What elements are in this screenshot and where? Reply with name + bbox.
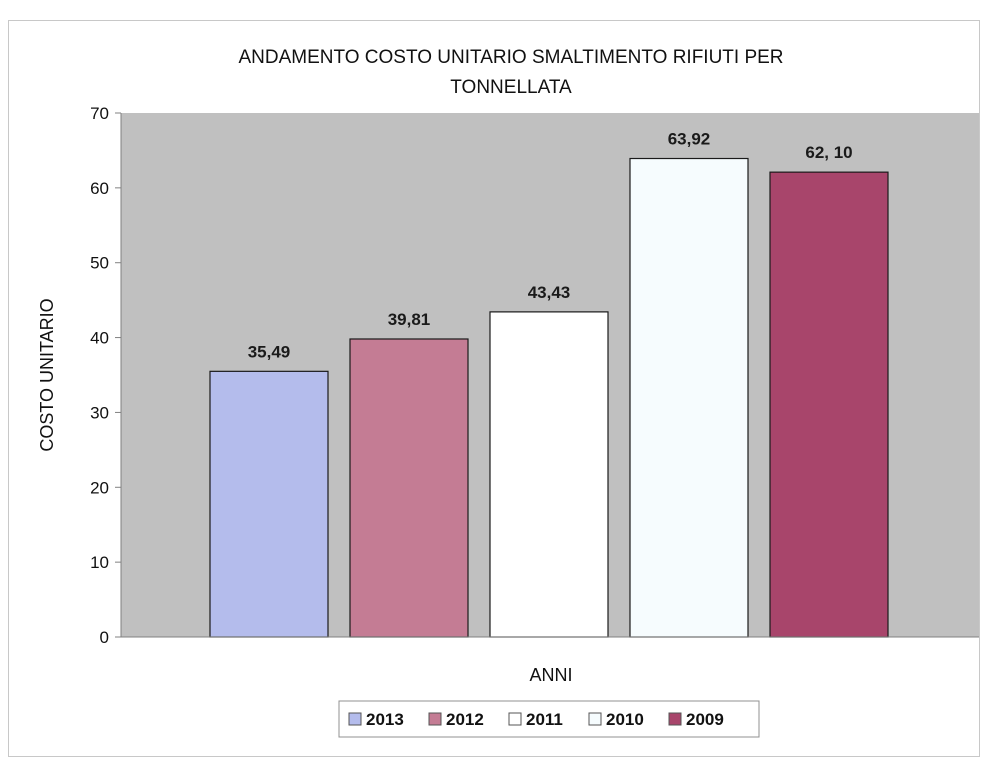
y-axis-ticks: 0 10 20 30 40 50 60 70 [90, 104, 121, 647]
bar-2009 [769, 171, 889, 638]
legend-swatch-2013 [348, 712, 362, 726]
bar-2012 [349, 338, 469, 638]
data-label-2010: 63,92 [668, 130, 711, 149]
y-tick-label: 20 [90, 478, 109, 497]
chart-title-line-1: ANDAMENTO COSTO UNITARIO SMALTIMENTO RIF… [238, 47, 783, 68]
data-label-2012: 39,81 [388, 310, 431, 329]
legend-label-2012: 2012 [446, 710, 484, 729]
legend-label-2010: 2010 [606, 710, 644, 729]
data-label-2011: 43,43 [528, 283, 571, 302]
legend-label-2013: 2013 [366, 710, 404, 729]
legend-label-2009: 2009 [686, 710, 724, 729]
y-tick-label: 10 [90, 553, 109, 572]
bar-2011 [489, 311, 609, 638]
legend: 2013 2012 2011 2010 2009 [348, 710, 724, 729]
y-tick-label: 40 [90, 329, 109, 348]
chart-title-line-2: TONNELLATA [450, 77, 572, 98]
y-tick-label: 70 [90, 104, 109, 123]
legend-swatch-2012 [428, 712, 442, 726]
legend-label-2011: 2011 [526, 710, 563, 729]
legend-box [338, 700, 760, 738]
y-tick-label: 0 [100, 628, 109, 647]
bar-2010 [629, 157, 749, 638]
data-label-2009: 62, 10 [805, 143, 852, 162]
bar-2013 [209, 370, 329, 638]
y-tick-label: 60 [90, 179, 109, 198]
legend-swatch-2010 [588, 712, 602, 726]
bars [209, 157, 889, 638]
y-tick-label: 50 [90, 254, 109, 273]
data-label-2013: 35,49 [248, 342, 291, 361]
x-axis-title: ANNI [529, 665, 572, 685]
y-axis-title: COSTO UNITARIO [37, 298, 57, 451]
bar-chart: ANDAMENTO COSTO UNITARIO SMALTIMENTO RIF… [37, 47, 979, 738]
chart-frame: ANDAMENTO COSTO UNITARIO SMALTIMENTO RIF… [8, 20, 980, 757]
y-tick-label: 30 [90, 403, 109, 422]
data-labels: 35,49 39,81 43,43 63,92 62, 10 [248, 130, 853, 362]
legend-swatch-2009 [668, 712, 682, 726]
legend-swatch-2011 [508, 712, 522, 726]
